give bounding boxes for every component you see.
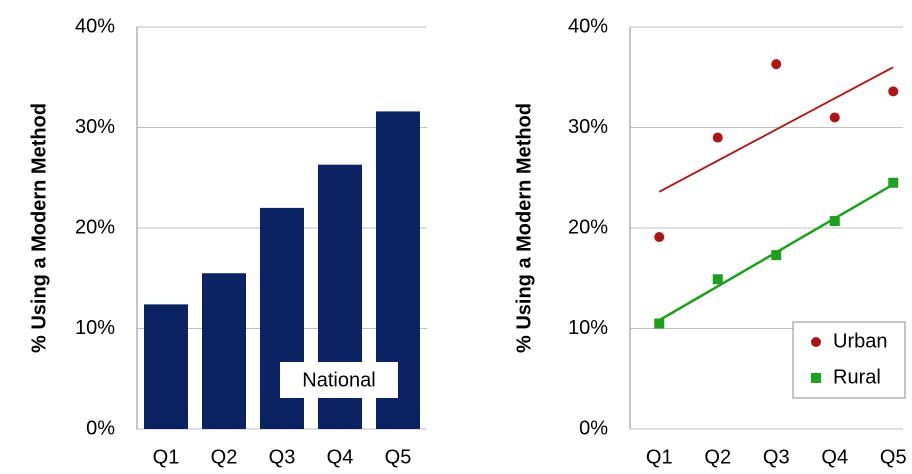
legend-label: Rural xyxy=(833,366,881,388)
point xyxy=(654,318,665,329)
y-tick-label: 30% xyxy=(75,116,115,138)
y-axis-title: % Using a Modern Method xyxy=(513,103,535,353)
x-tick-label: Q4 xyxy=(327,446,354,468)
y-tick-label: 20% xyxy=(75,216,115,238)
x-tick-label: Q1 xyxy=(646,446,673,468)
annotation-box xyxy=(280,362,398,398)
legend-marker xyxy=(811,373,821,383)
y-axis-title: % Using a Modern Method xyxy=(28,103,50,353)
y-tick-label: 0% xyxy=(86,417,115,439)
y-tick-label: 30% xyxy=(568,116,608,138)
legend-box xyxy=(792,321,906,399)
trend-line xyxy=(658,66,894,193)
point xyxy=(654,232,665,243)
x-tick-label: Q1 xyxy=(153,446,180,468)
point xyxy=(888,177,899,188)
y-tick-label: 40% xyxy=(568,15,608,37)
point xyxy=(829,215,840,226)
x-tick-label: Q2 xyxy=(704,446,731,468)
bar xyxy=(144,304,188,429)
point xyxy=(888,86,899,97)
point xyxy=(771,59,782,70)
y-tick-label: 40% xyxy=(75,15,115,37)
x-tick-label: Q5 xyxy=(385,446,412,468)
point xyxy=(712,132,723,143)
annotation: National xyxy=(302,369,375,391)
x-tick-label: Q2 xyxy=(211,446,238,468)
y-tick-label: 10% xyxy=(568,317,608,339)
bar xyxy=(202,273,246,429)
y-tick-label: 0% xyxy=(579,417,608,439)
x-tick-label: Q4 xyxy=(821,446,848,468)
y-tick-label: 10% xyxy=(75,317,115,339)
point xyxy=(712,274,723,285)
x-tick-label: Q3 xyxy=(763,446,790,468)
point xyxy=(771,250,782,261)
x-tick-label: Q3 xyxy=(269,446,296,468)
point xyxy=(829,112,840,123)
x-tick-label: Q5 xyxy=(880,446,907,468)
y-tick-label: 20% xyxy=(568,216,608,238)
legend-label: Urban xyxy=(833,330,887,352)
legend-marker xyxy=(811,337,821,347)
